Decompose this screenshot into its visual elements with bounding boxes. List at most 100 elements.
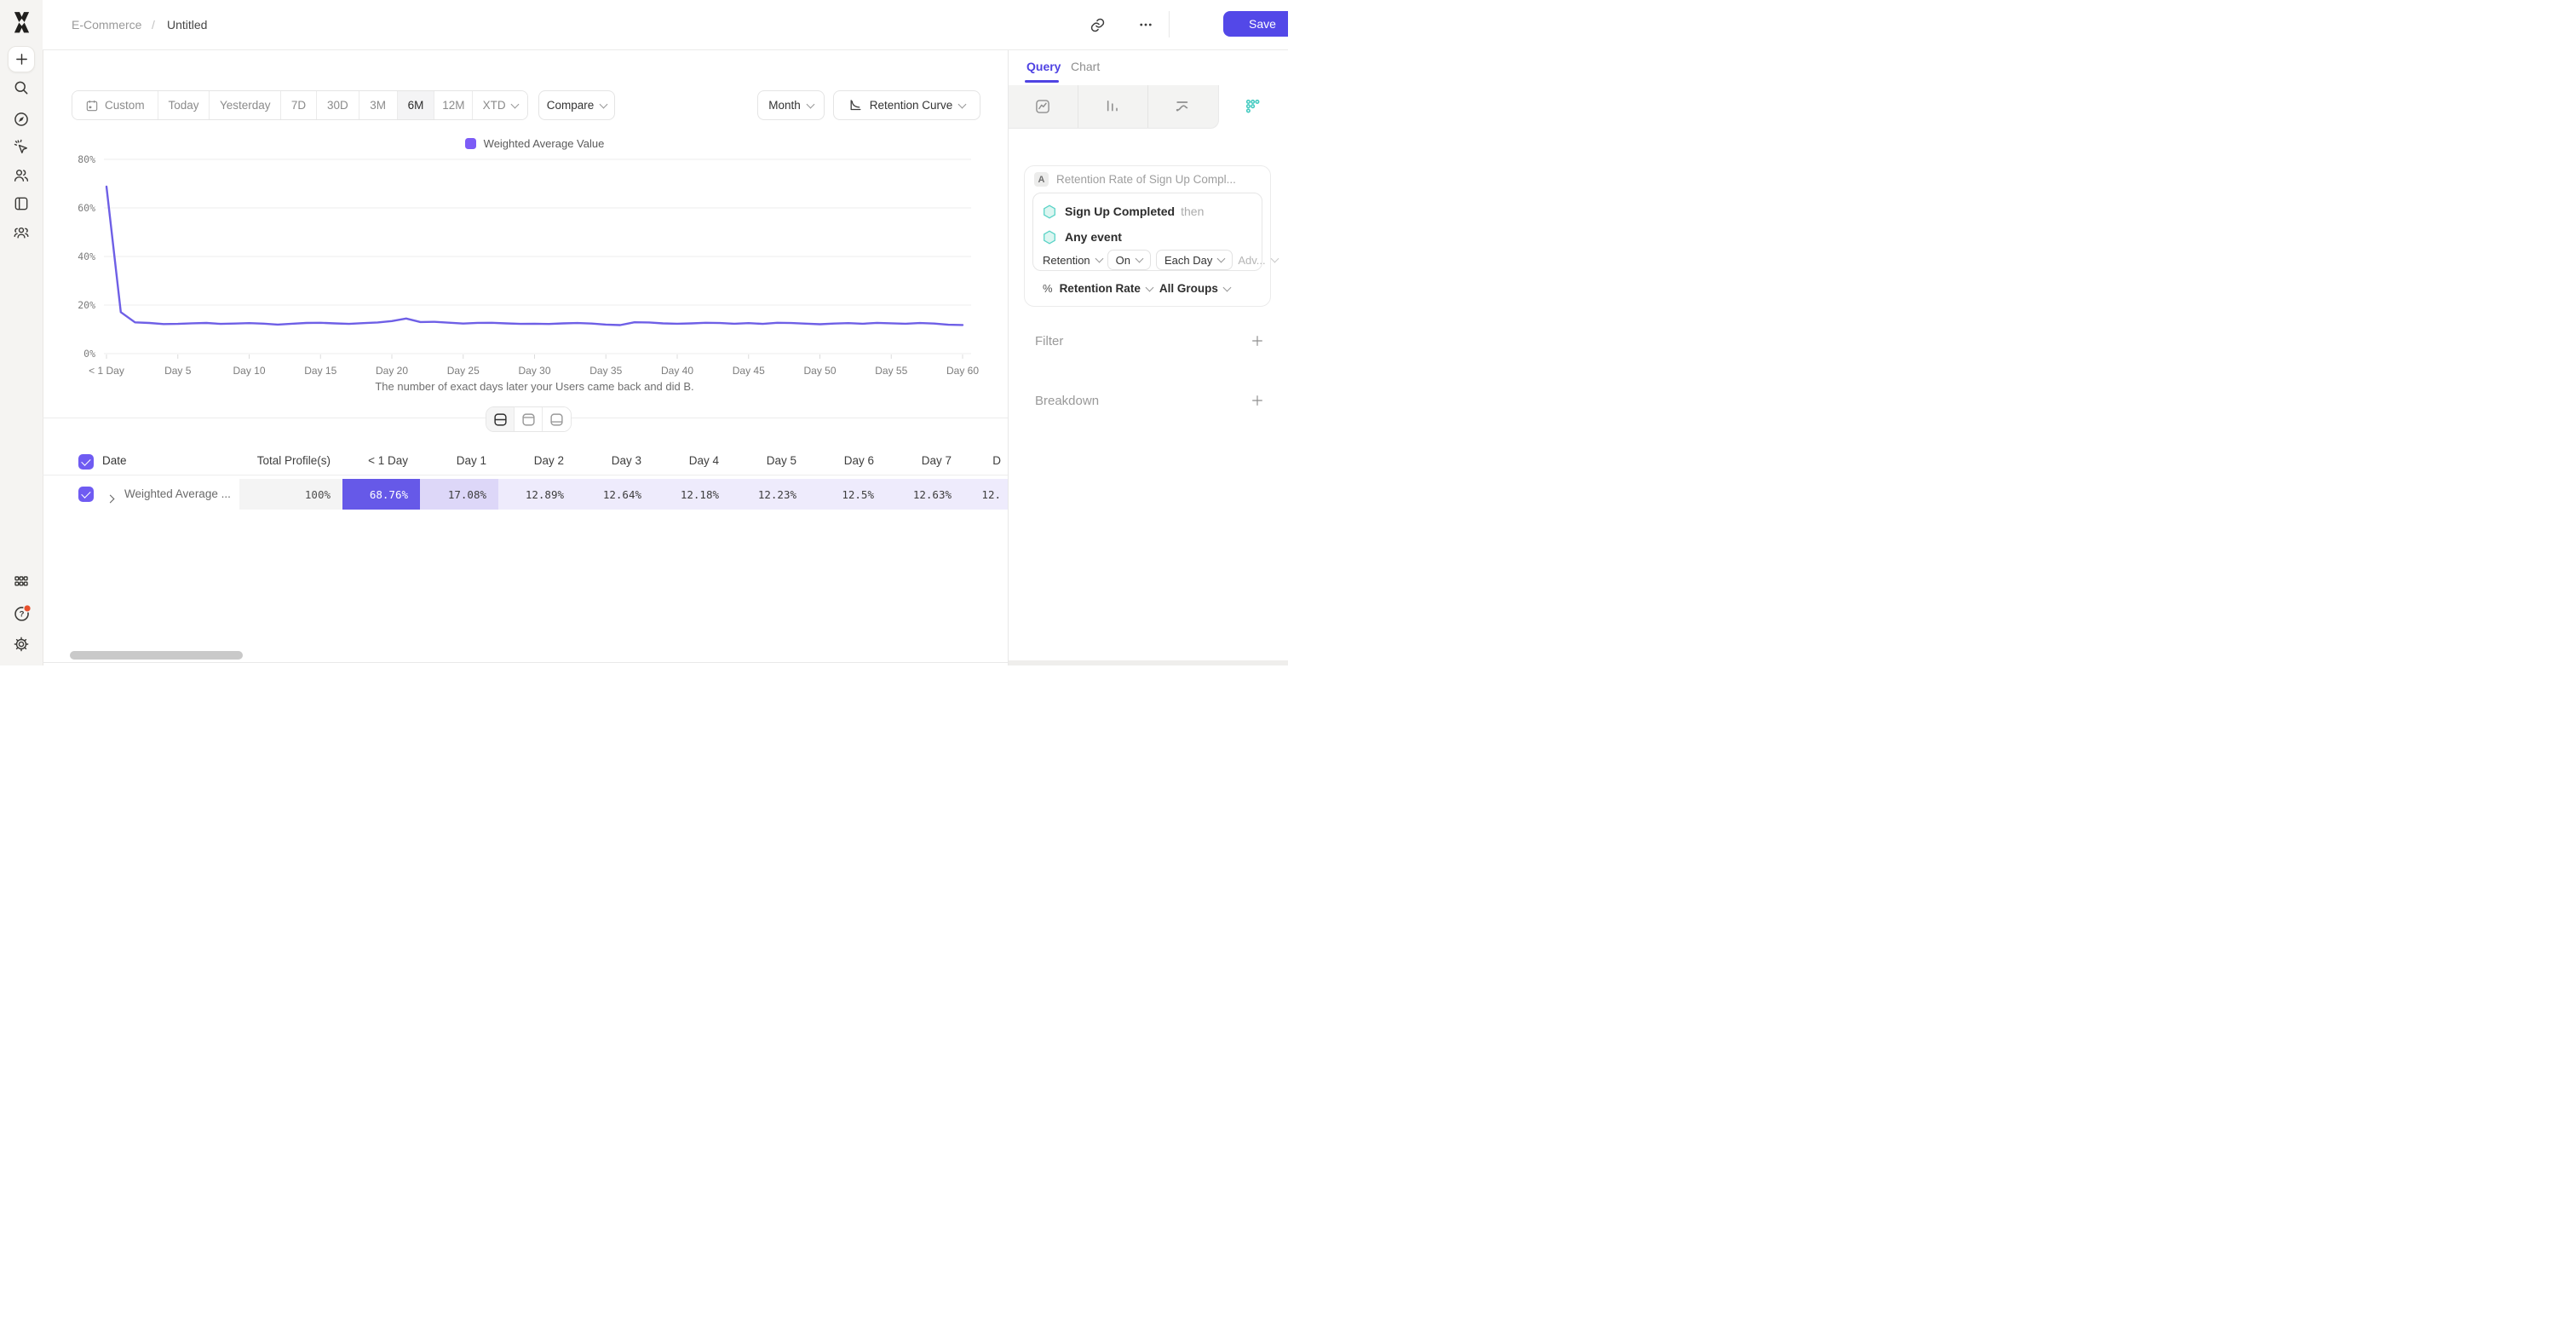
- tab-chart[interactable]: Chart: [1071, 60, 1101, 73]
- x-axis-tick: Day 60: [946, 365, 980, 377]
- col-header-total-profiles[interactable]: Total Profile(s): [256, 454, 331, 467]
- advanced-dropdown[interactable]: Adv...: [1238, 254, 1279, 267]
- col-header-day6[interactable]: Day 6: [843, 454, 874, 467]
- cell-day8-clipped[interactable]: 12.: [963, 479, 1008, 510]
- x-axis-tick: Day 50: [803, 365, 837, 377]
- chevron-down-icon: [957, 100, 967, 108]
- each-day-dropdown[interactable]: Each Day: [1156, 250, 1233, 270]
- granularity-dropdown[interactable]: Month: [757, 90, 825, 120]
- notification-dot: [23, 604, 32, 613]
- settings-gear-icon[interactable]: [13, 636, 30, 653]
- x-axis-tick: Day 25: [446, 365, 480, 377]
- search-icon[interactable]: [13, 79, 30, 96]
- range-6m-active[interactable]: 6M: [397, 91, 435, 119]
- x-axis-tick: Day 10: [233, 365, 266, 377]
- top-bar: E-Commerce / Untitled Save: [43, 0, 1288, 50]
- col-header-day5[interactable]: Day 5: [766, 454, 796, 467]
- col-header-day3[interactable]: Day 3: [611, 454, 641, 467]
- range-3m[interactable]: 3M: [359, 91, 398, 119]
- save-button[interactable]: Save: [1223, 11, 1288, 37]
- metric-badge: A: [1034, 172, 1049, 187]
- copy-link-button[interactable]: [1084, 12, 1110, 37]
- row-label[interactable]: Weighted Average ...: [124, 487, 231, 500]
- step-return-event[interactable]: Any event: [1043, 228, 1122, 245]
- chevron-down-icon: [510, 100, 520, 108]
- x-axis-caption: The number of exact days later your User…: [375, 380, 694, 393]
- funnels-icon[interactable]: [1104, 98, 1121, 115]
- range-custom[interactable]: Custom: [72, 91, 158, 119]
- col-header-day1[interactable]: Day 1: [456, 454, 486, 467]
- col-header-lt1day[interactable]: < 1 Day: [368, 454, 408, 467]
- on-dropdown[interactable]: On: [1107, 250, 1151, 270]
- insights-icon[interactable]: [1034, 98, 1051, 115]
- range-xtd[interactable]: XTD: [473, 91, 527, 119]
- cohorts-icon[interactable]: [13, 224, 30, 241]
- cell-day3[interactable]: 12.64%: [576, 479, 653, 510]
- range-today[interactable]: Today: [158, 91, 210, 119]
- add-filter-button[interactable]: [1251, 334, 1264, 350]
- cell-total-profiles[interactable]: 100%: [239, 479, 342, 510]
- ellipsis-icon: [1140, 23, 1152, 26]
- left-rail: ?: [0, 0, 43, 666]
- cell-lt1day-highlight[interactable]: 68.76%: [342, 479, 420, 510]
- row-expander-icon[interactable]: [106, 491, 115, 506]
- filter-section-label: Filter: [1035, 334, 1064, 349]
- add-breakdown-button[interactable]: [1251, 394, 1264, 410]
- retention-steps-card: [1032, 193, 1262, 271]
- chart-legend[interactable]: Weighted Average Value: [106, 137, 963, 150]
- compare-button[interactable]: Compare: [538, 90, 615, 120]
- horizontal-scrollbar-thumb[interactable]: [70, 651, 243, 660]
- breadcrumb-project[interactable]: E-Commerce: [72, 18, 142, 32]
- range-7d[interactable]: 7D: [281, 91, 317, 119]
- quick-actions-icon[interactable]: [13, 139, 30, 156]
- top-pane-icon: [521, 412, 535, 426]
- users-icon[interactable]: [13, 167, 30, 184]
- tab-query[interactable]: Query: [1026, 60, 1061, 73]
- plus-icon: [1252, 395, 1262, 406]
- breakdown-section-label: Breakdown: [1035, 394, 1100, 408]
- range-30d[interactable]: 30D: [316, 91, 359, 119]
- cell-day6[interactable]: 12.5%: [808, 479, 886, 510]
- link-icon: [1090, 18, 1104, 32]
- cell-day2[interactable]: 12.89%: [498, 479, 576, 510]
- panel-scrollbar-track[interactable]: [1009, 660, 1288, 666]
- groups-dropdown[interactable]: All Groups: [1159, 282, 1232, 295]
- apps-grid-icon[interactable]: [13, 573, 30, 590]
- col-header-date[interactable]: Date: [102, 454, 127, 467]
- col-header-day8-clipped[interactable]: D: [992, 454, 1001, 467]
- more-options-button[interactable]: [1133, 12, 1159, 37]
- metric-title[interactable]: Retention Rate of Sign Up Compl...: [1056, 173, 1236, 186]
- table-only-view-button[interactable]: [543, 407, 571, 431]
- plus-icon: [15, 54, 27, 65]
- range-12m[interactable]: 12M: [434, 91, 474, 119]
- split-view-button[interactable]: [486, 407, 515, 431]
- y-axis-tick: 0%: [83, 348, 95, 360]
- col-header-day4[interactable]: Day 4: [688, 454, 719, 467]
- cell-day7[interactable]: 12.63%: [886, 479, 963, 510]
- col-header-day2[interactable]: Day 2: [533, 454, 564, 467]
- compass-icon[interactable]: [13, 111, 30, 128]
- row-checkbox[interactable]: [78, 487, 94, 502]
- bottom-divider: [43, 662, 1288, 663]
- step-born-event[interactable]: Sign Up Completed then: [1043, 203, 1204, 220]
- cell-day1[interactable]: 17.08%: [420, 479, 498, 510]
- retention-icon[interactable]: [1245, 98, 1262, 115]
- flows-icon[interactable]: [1174, 98, 1191, 115]
- split-view-icon: [493, 412, 507, 426]
- col-header-day7[interactable]: Day 7: [921, 454, 952, 467]
- cell-day5[interactable]: 12.23%: [731, 479, 808, 510]
- measurement-dropdown[interactable]: Retention Rate: [1060, 282, 1154, 295]
- cell-day4[interactable]: 12.18%: [653, 479, 731, 510]
- y-axis-tick: 60%: [78, 202, 95, 214]
- range-yesterday[interactable]: Yesterday: [210, 91, 282, 119]
- panel-divider: [1008, 50, 1009, 666]
- select-all-checkbox[interactable]: [78, 454, 94, 470]
- create-new-button[interactable]: [8, 46, 35, 72]
- help-icon[interactable]: ?: [13, 604, 32, 621]
- boards-icon[interactable]: [13, 195, 30, 212]
- retention-type-dropdown[interactable]: Retention: [1043, 254, 1104, 267]
- legend-swatch: [464, 138, 476, 149]
- chart-only-view-button[interactable]: [515, 407, 543, 431]
- chart-type-dropdown[interactable]: Retention Curve: [833, 90, 980, 120]
- report-title[interactable]: Untitled: [167, 18, 208, 32]
